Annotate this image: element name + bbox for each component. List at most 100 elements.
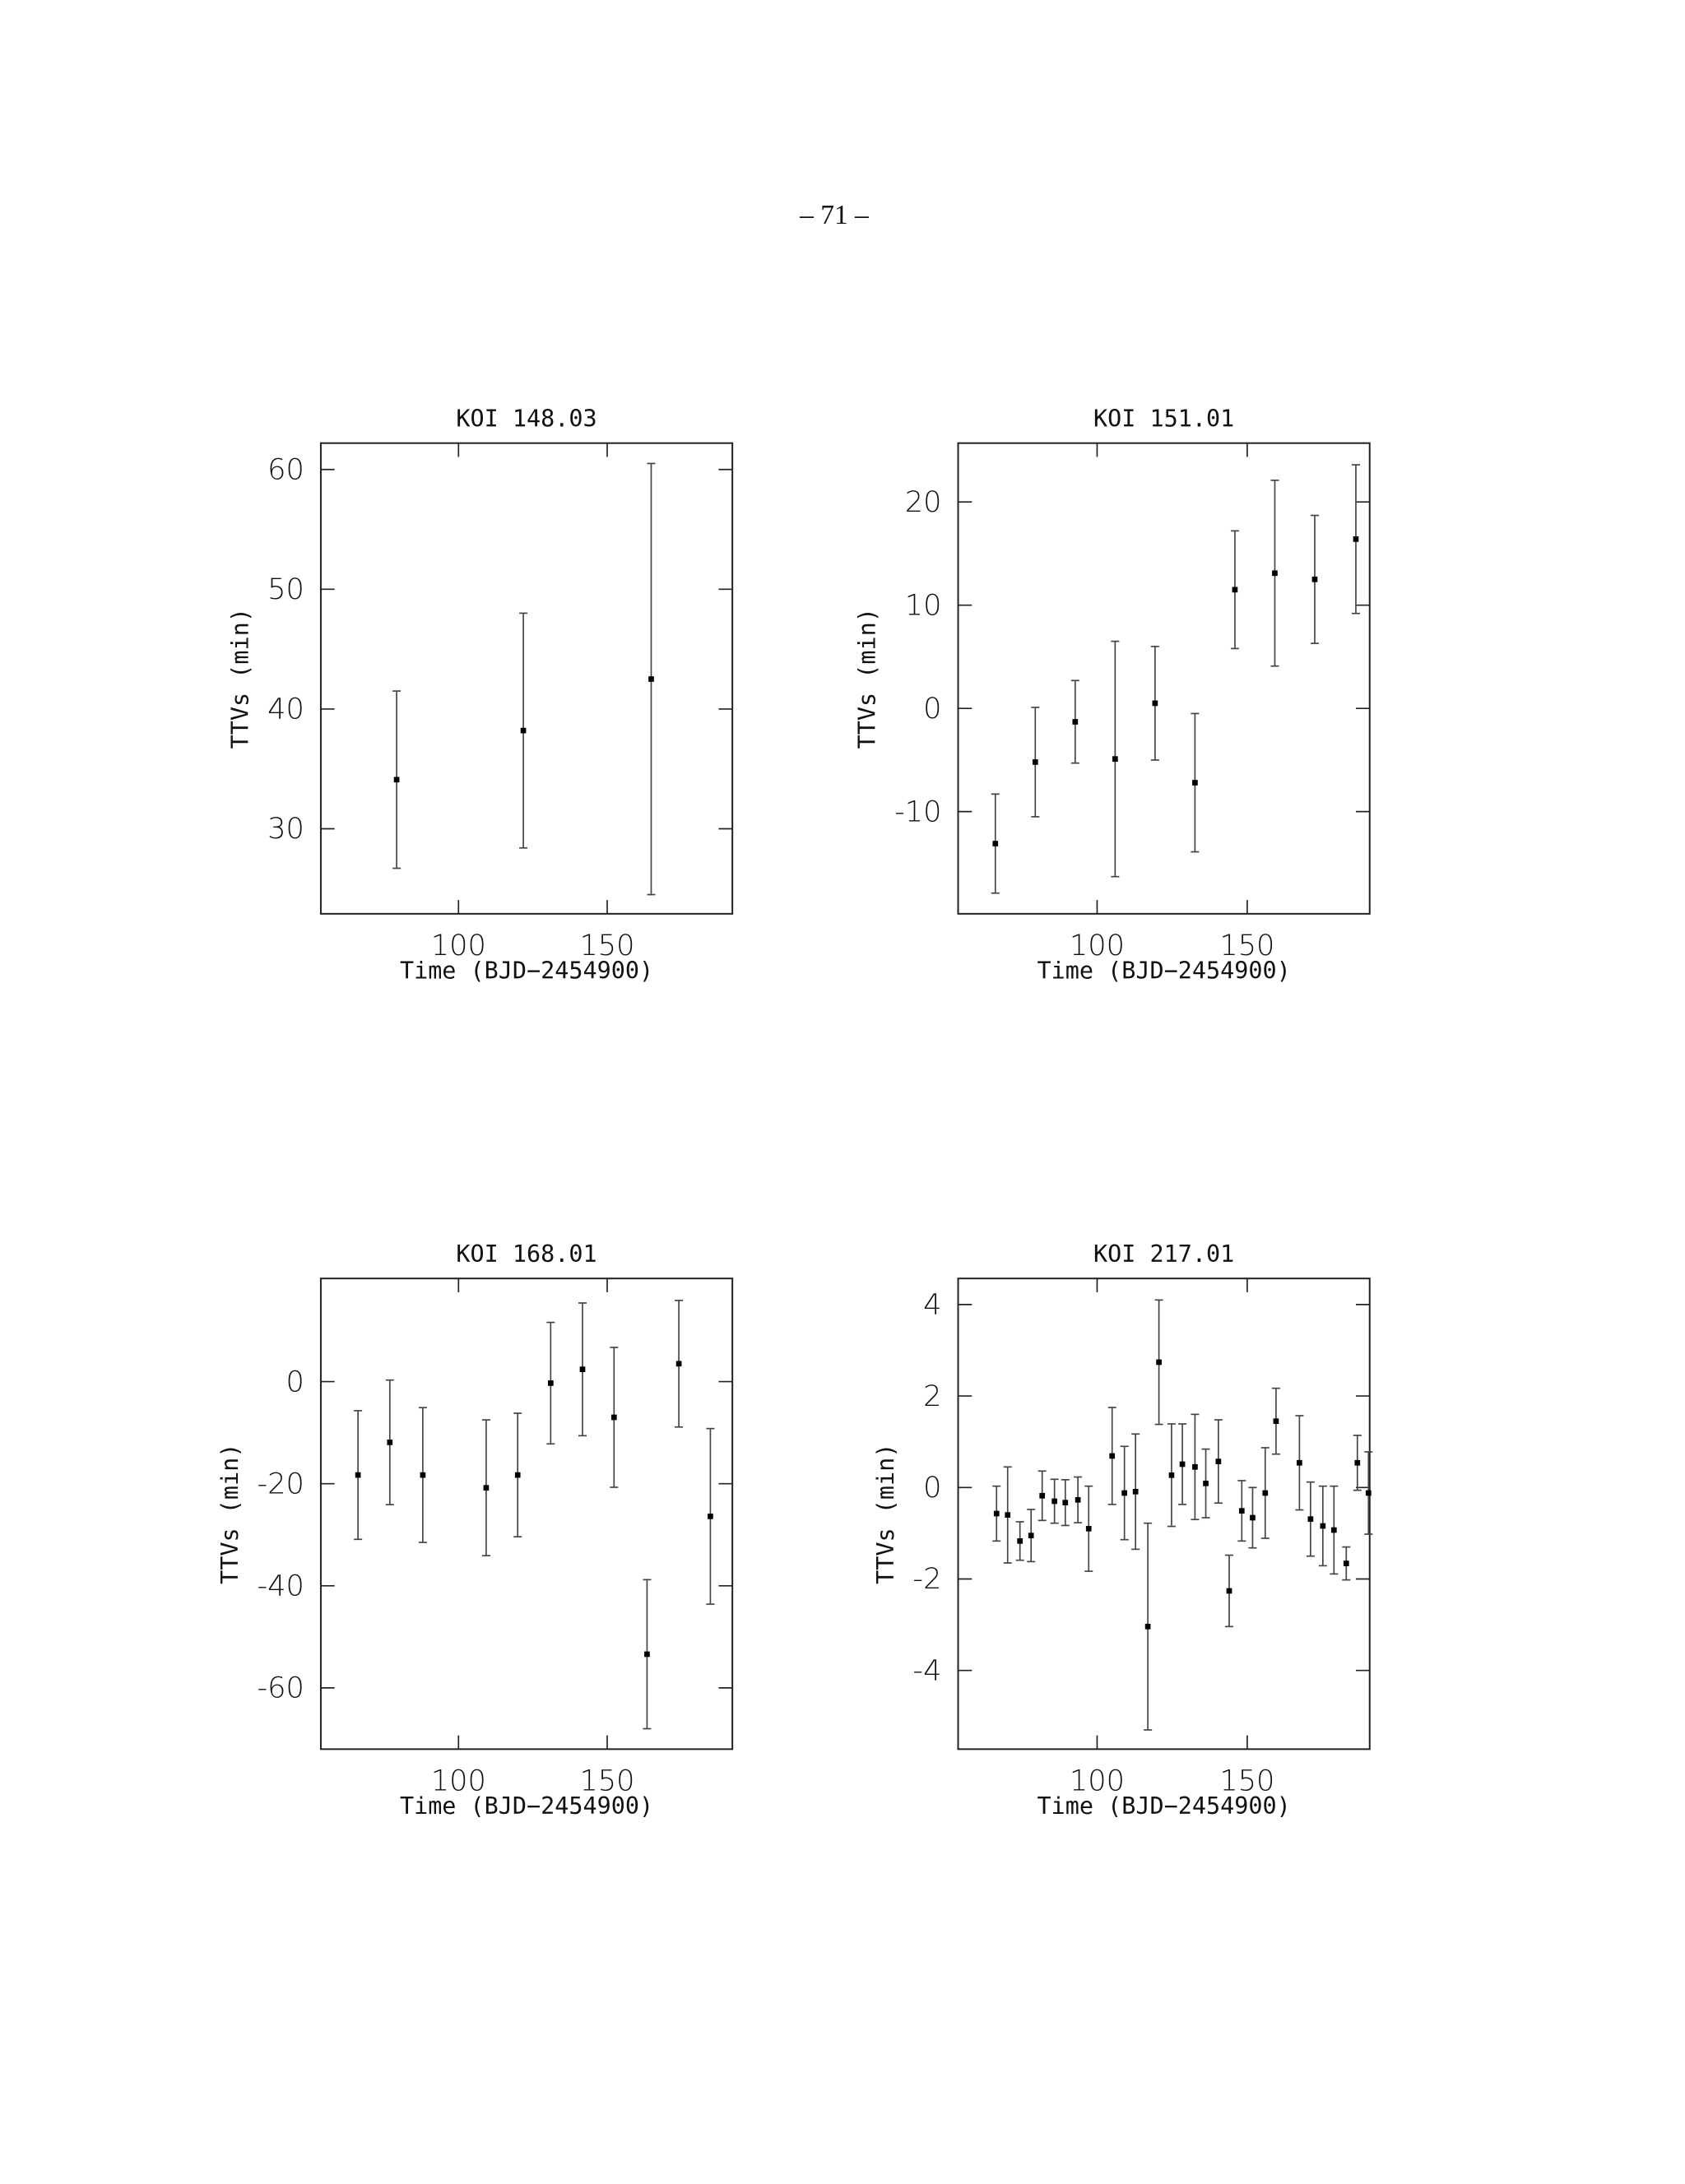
x-axis-label: Time (BJD−2454900) bbox=[1037, 1792, 1291, 1820]
data-point bbox=[1250, 1514, 1256, 1521]
y-tick-label: 60 bbox=[267, 452, 304, 486]
data-point bbox=[1051, 1498, 1057, 1505]
data-point bbox=[393, 777, 400, 783]
plot: KOI 217.01 Time (BJD−2454900) TTVs (min) 10… bbox=[872, 1240, 1373, 1820]
data-point bbox=[547, 1380, 554, 1386]
y-tick-label: 2 bbox=[923, 1379, 941, 1413]
plot-title: KOI 151.01 bbox=[1093, 406, 1234, 433]
page-number: – 71 – bbox=[799, 200, 869, 230]
data-point bbox=[644, 1651, 650, 1658]
x-tick-label: 150 bbox=[579, 929, 634, 962]
data-point bbox=[1121, 1490, 1128, 1496]
data-point bbox=[1365, 1490, 1372, 1496]
data-point bbox=[1192, 780, 1198, 786]
y-tick-label: 40 bbox=[267, 693, 304, 726]
data-point bbox=[483, 1485, 490, 1491]
plot-frame bbox=[957, 1277, 1371, 1750]
x-axis-label: Time (BJD−2454900) bbox=[1037, 957, 1291, 984]
data-point bbox=[1343, 1560, 1349, 1566]
data-point bbox=[1262, 1490, 1269, 1496]
data-point bbox=[1330, 1527, 1337, 1533]
plot-frame bbox=[957, 442, 1371, 915]
x-tick-label: 100 bbox=[1070, 929, 1125, 962]
y-tick-label: 4 bbox=[923, 1288, 941, 1322]
data-point bbox=[1072, 719, 1079, 725]
data-point bbox=[1297, 1459, 1302, 1466]
y-axis-label: TTVs (min) bbox=[872, 1444, 899, 1584]
y-axis-label: TTVs (min) bbox=[854, 608, 881, 749]
data-point bbox=[708, 1514, 713, 1519]
y-tick-label: 10 bbox=[905, 588, 942, 622]
data-point bbox=[1232, 587, 1238, 593]
data-point bbox=[1226, 1588, 1232, 1594]
x-tick-label: 100 bbox=[431, 929, 486, 962]
plot: KOI 168.01 Time (BJD−2454900) TTVs (min) 10… bbox=[216, 1240, 734, 1820]
data-point bbox=[1353, 536, 1359, 542]
y-tick-label: 0 bbox=[923, 692, 941, 726]
x-tick-label: 150 bbox=[1219, 929, 1274, 962]
y-tick-label: 50 bbox=[267, 573, 304, 606]
data-point bbox=[1311, 576, 1318, 582]
data-point bbox=[1354, 1459, 1361, 1466]
y-tick-label: 0 bbox=[923, 1471, 941, 1505]
data-point bbox=[1085, 1526, 1092, 1532]
data-point bbox=[1152, 700, 1158, 707]
data-point bbox=[993, 1510, 1000, 1517]
data-point bbox=[1039, 1492, 1046, 1499]
data-point bbox=[1032, 759, 1038, 765]
data-point bbox=[1112, 756, 1118, 762]
data-point bbox=[1075, 1496, 1081, 1503]
x-tick-label: 150 bbox=[579, 1764, 634, 1798]
data-point bbox=[610, 1414, 617, 1421]
data-point bbox=[420, 1472, 426, 1478]
data-point bbox=[1132, 1488, 1139, 1495]
plot-title: KOI 168.01 bbox=[456, 1240, 596, 1268]
x-tick-label: 100 bbox=[431, 1764, 486, 1798]
data-point bbox=[1272, 570, 1278, 577]
plot-title: KOI 217.01 bbox=[1093, 1240, 1234, 1268]
data-point bbox=[992, 841, 999, 846]
data-point bbox=[1062, 1500, 1069, 1506]
y-tick-label: 30 bbox=[267, 812, 304, 846]
data-point bbox=[1168, 1472, 1175, 1478]
y-tick-label: -20 bbox=[257, 1467, 304, 1500]
plot: KOI 151.01 Time (BJD−2454900) TTVs (min) 10… bbox=[854, 406, 1371, 984]
data-point bbox=[1307, 1516, 1314, 1523]
data-point bbox=[1320, 1523, 1326, 1529]
data-point bbox=[579, 1366, 586, 1373]
plot-frame bbox=[319, 1277, 734, 1750]
data-point bbox=[1203, 1480, 1209, 1486]
data-point bbox=[1192, 1463, 1198, 1470]
data-point bbox=[1273, 1418, 1279, 1425]
data-point bbox=[520, 727, 527, 734]
data-point bbox=[1109, 1453, 1116, 1459]
data-point bbox=[1238, 1508, 1245, 1514]
data-point bbox=[1028, 1533, 1034, 1539]
data-point bbox=[1215, 1458, 1222, 1464]
y-tick-label: 0 bbox=[286, 1365, 304, 1398]
data-point bbox=[1144, 1623, 1151, 1630]
y-tick-label: -10 bbox=[894, 795, 941, 828]
data-point bbox=[675, 1361, 682, 1367]
y-axis-label: TTVs (min) bbox=[216, 1444, 244, 1584]
y-tick-label: -40 bbox=[257, 1569, 304, 1602]
data-point bbox=[514, 1472, 521, 1478]
plot: KOI 148.03 Time (BJD−2454900) TTVs (min) 10… bbox=[227, 406, 734, 984]
data-point bbox=[1017, 1538, 1024, 1544]
y-axis-label: TTVs (min) bbox=[227, 608, 254, 749]
data-point bbox=[648, 676, 654, 682]
data-point bbox=[355, 1472, 361, 1478]
x-tick-label: 150 bbox=[1219, 1764, 1274, 1798]
y-tick-label: -60 bbox=[257, 1672, 304, 1705]
x-axis-label: Time (BJD−2454900) bbox=[400, 1792, 653, 1820]
data-point bbox=[1005, 1512, 1011, 1519]
plot-title: KOI 148.03 bbox=[456, 406, 596, 433]
y-tick-label: 20 bbox=[905, 485, 942, 519]
data-point bbox=[1179, 1461, 1186, 1468]
y-tick-label: -4 bbox=[912, 1653, 941, 1687]
x-axis-label: Time (BJD−2454900) bbox=[400, 957, 653, 984]
data-point bbox=[1156, 1359, 1162, 1366]
data-point bbox=[387, 1440, 393, 1445]
